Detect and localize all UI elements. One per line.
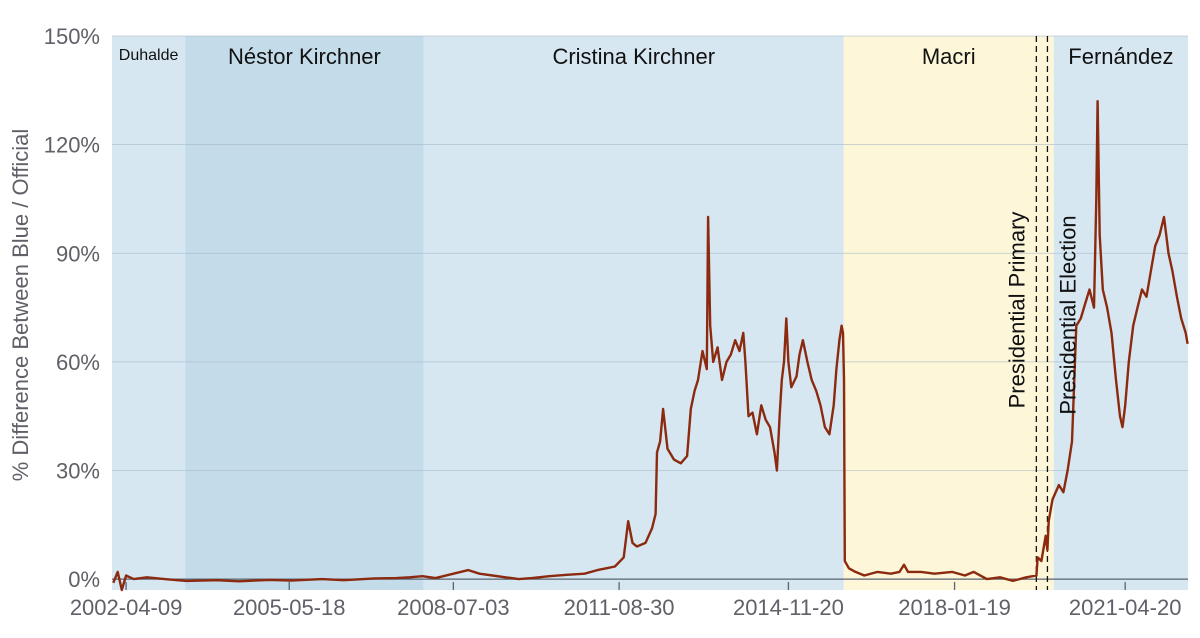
event-label-0: Presidential Primary (1004, 212, 1029, 409)
axes: 0% 30% 60% 90% 120% 150% 2002-04-09 2005-05-18 2… (44, 24, 1182, 620)
x-tick-label-1: 2005-05-18 (233, 595, 346, 620)
y-tick-label-2: 60% (56, 350, 100, 375)
x-tick-label-6: 2021-04-20 (1069, 595, 1182, 620)
y-tick-label-1: 30% (56, 459, 100, 484)
series-line-0 (112, 100, 1189, 592)
era-label-2: Cristina Kirchner (552, 44, 715, 69)
x-tick-label-2: 2008-07-03 (397, 595, 510, 620)
y-tick-label-0: 0% (68, 567, 100, 592)
event-label-1: Presidential Election (1055, 215, 1080, 414)
era-band-0 (112, 36, 186, 590)
x-tick-label-4: 2014-11-20 (733, 595, 844, 620)
era-label-1: Néstor Kirchner (228, 44, 381, 69)
era-label-3: Macri (922, 44, 976, 69)
x-tick-label-0: 2002-04-09 (70, 595, 183, 620)
era-labels: Duhalde Néstor Kirchner Cristina Kirchner M… (119, 44, 1174, 69)
era-label-0: Duhalde (119, 47, 179, 64)
x-tick-label-3: 2011-08-30 (564, 595, 675, 620)
era-label-4: Fernández (1068, 44, 1173, 69)
x-tick-label-5: 2018-01-19 (898, 595, 1011, 620)
era-band-4 (1053, 36, 1188, 590)
era-band-1 (185, 36, 424, 590)
series-layer (112, 100, 1189, 592)
era-bands (112, 36, 1188, 590)
event-lines (1035, 36, 1049, 590)
y-tick-label-3: 90% (56, 241, 100, 266)
era-band-3 (843, 36, 1054, 590)
event-labels: Presidential Primary Presidential Electio… (1004, 212, 1080, 415)
y-tick-label-5: 150% (44, 24, 100, 49)
y-tick-label-4: 120% (44, 133, 100, 158)
y-axis-title: % Difference Between Blue / Official (8, 129, 33, 482)
era-band-2 (423, 36, 844, 590)
grid-lines (112, 35, 1188, 580)
